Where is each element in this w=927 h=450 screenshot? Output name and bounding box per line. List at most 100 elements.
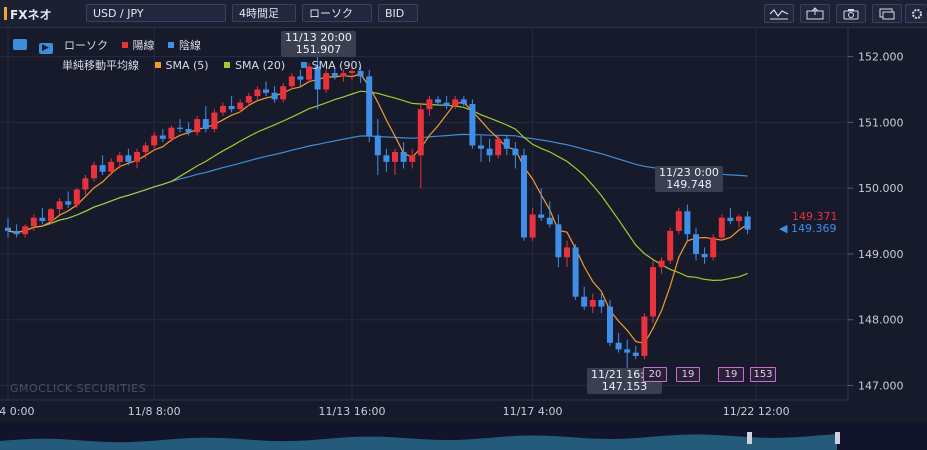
toolbar: FXネオ USD / JPY 4時間足 ローソク BID	[0, 0, 927, 28]
brand-label: FXネオ	[3, 7, 52, 22]
navigator	[0, 423, 927, 450]
candle-down	[228, 105, 235, 110]
candle-up	[426, 99, 433, 110]
expand-icon[interactable]: ▶	[38, 43, 53, 54]
indicator-list-icon[interactable]	[13, 39, 27, 50]
candle-down	[5, 227, 11, 231]
price-side-select[interactable]: BID	[378, 4, 418, 22]
x-tick-label: 11/17 4:00	[503, 405, 563, 418]
legend-sma90: SMA (90)	[300, 59, 362, 72]
camera-icon[interactable]	[836, 4, 866, 23]
candle-down	[512, 148, 519, 156]
candle-up	[22, 226, 29, 235]
tooltip-low: 11/21 16:00 147.153	[587, 368, 662, 394]
candle-down	[99, 165, 106, 172]
candle-up	[650, 267, 656, 317]
candle-down	[572, 247, 579, 297]
candle-down	[383, 155, 390, 162]
candle-up	[56, 201, 63, 210]
candle-down	[357, 71, 364, 77]
candle-down	[684, 211, 691, 235]
legend-row-candles: ▶ ローソク 陽線 陰線	[13, 37, 201, 54]
candle-up	[349, 71, 355, 74]
candle-down	[65, 201, 72, 205]
candle-up	[116, 155, 123, 162]
tooltip-recent: 11/23 0:00 149.748	[655, 166, 723, 192]
tooltip-recent-time: 11/23 0:00	[659, 166, 719, 179]
event-tag[interactable]: 153	[750, 367, 776, 382]
candle-down	[13, 230, 20, 235]
candle-up	[667, 230, 674, 261]
candle-down	[435, 99, 441, 103]
event-tag[interactable]: 20	[643, 367, 667, 382]
y-tick-label: 149.000	[858, 248, 904, 261]
navigator-handle-left	[747, 432, 752, 444]
export-icon[interactable]	[800, 4, 830, 23]
x-tick-label: 11/8 8:00	[128, 405, 181, 418]
event-tag[interactable]: 19	[718, 367, 744, 382]
window-icon[interactable]	[872, 4, 902, 23]
candle-up	[641, 316, 648, 356]
legend-down: 陰線	[168, 39, 201, 52]
legend-sma90-label: SMA (90)	[311, 59, 362, 72]
price-label-bid: 149.371	[779, 210, 838, 223]
candle-up	[245, 96, 252, 103]
price-arrow-icon: ◀	[779, 222, 788, 235]
event-tag[interactable]: 19	[676, 367, 700, 382]
candle-down	[400, 151, 407, 162]
indicator-icon[interactable]	[764, 4, 794, 23]
candle-down	[744, 216, 751, 230]
candle-up	[194, 119, 201, 133]
candle-up	[220, 105, 226, 113]
candle-up	[30, 217, 37, 227]
y-tick-label: 147.000	[858, 380, 904, 393]
candle-up	[288, 76, 295, 87]
candlestick-chart: 152.000 151.000 150.000 149.000 148.000 147.0…	[0, 27, 927, 450]
candle-up	[658, 260, 665, 268]
candle-down	[263, 89, 269, 93]
candle-up	[675, 211, 682, 231]
candle-down	[177, 127, 183, 129]
y-tick-label: 152.000	[858, 51, 904, 64]
price-label-ask: ◀ 149.369	[779, 222, 836, 235]
candle-up	[168, 127, 175, 139]
x-axis: 11/4 0:00 11/8 8:00 11/13 16:00 11/17 4:00 1…	[0, 399, 848, 418]
chart-style-select[interactable]: ローソク	[302, 4, 372, 22]
candle-up	[564, 247, 570, 258]
candle-up	[48, 209, 54, 222]
candles	[5, 53, 751, 376]
tooltip-high-time: 11/13 20:00	[285, 31, 352, 44]
timeframe-select[interactable]: 4時間足	[232, 4, 296, 22]
bid-price: 149.371	[792, 210, 838, 223]
chart-grid	[0, 27, 849, 400]
candle-up	[452, 99, 459, 106]
currency-pair-select[interactable]: USD / JPY	[86, 4, 226, 22]
navigator-area	[0, 434, 838, 450]
sma20-line	[7, 90, 748, 282]
candle-down	[615, 342, 622, 350]
legend-row-ma: 単純移動平均線 SMA (5) SMA (20) SMA (90)	[62, 57, 362, 73]
x-tick-label: 11/13 16:00	[319, 405, 386, 418]
tooltip-recent-price: 149.748	[666, 178, 712, 191]
candle-up	[417, 109, 424, 156]
candle-down	[39, 217, 46, 222]
x-tick-label: 11/22 12:00	[723, 405, 790, 418]
candle-up	[710, 237, 717, 258]
candle-down	[202, 119, 209, 129]
candle-down	[727, 217, 734, 222]
sma5-line	[7, 73, 748, 345]
candle-down	[632, 352, 639, 356]
candle-down	[486, 148, 493, 156]
settings-icon[interactable]	[905, 4, 927, 23]
legend-sma20-label: SMA (20)	[235, 59, 286, 72]
candle-up	[254, 89, 261, 97]
y-tick-label: 148.000	[858, 314, 904, 327]
candle-down	[469, 103, 476, 146]
candle-up	[280, 86, 287, 100]
candle-down	[125, 155, 132, 162]
candle-up	[392, 151, 398, 162]
x-tick-label: 11/4 0:00	[0, 405, 34, 418]
tooltip-low-time: 11/21 16:00	[591, 368, 658, 381]
candle-down	[693, 234, 699, 254]
candle-up	[108, 161, 115, 172]
